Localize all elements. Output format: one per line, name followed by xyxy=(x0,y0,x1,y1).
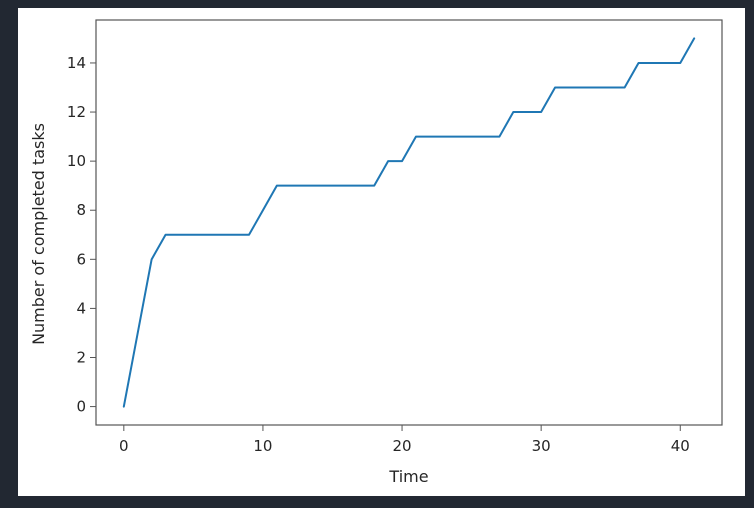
y-tick-label: 2 xyxy=(76,349,86,367)
y-tick-label: 4 xyxy=(76,299,86,317)
y-axis-ticks: 0 2 4 6 8 10 12 14 xyxy=(67,54,96,416)
series-layer xyxy=(122,37,696,408)
y-tick-label: 14 xyxy=(67,54,86,72)
y-tick-label: 0 xyxy=(76,398,86,416)
x-axis-ticks: 0 10 20 30 40 xyxy=(119,425,690,455)
series-line xyxy=(122,37,696,408)
y-tick-label: 6 xyxy=(76,250,86,268)
x-tick-label: 0 xyxy=(119,437,129,455)
y-tick-label: 10 xyxy=(67,152,86,170)
x-tick-label: 20 xyxy=(392,437,411,455)
x-axis-title: Time xyxy=(388,467,428,486)
y-tick-label: 8 xyxy=(76,201,86,219)
y-tick-label: 12 xyxy=(67,103,86,121)
x-tick-label: 10 xyxy=(253,437,272,455)
y-axis-title: Number of completed tasks xyxy=(29,123,48,345)
x-tick-label: 40 xyxy=(671,437,690,455)
x-tick-label: 30 xyxy=(532,437,551,455)
line-chart: 0 10 20 30 40 0 2 4 6 8 10 12 14 Time Number of com… xyxy=(29,19,723,486)
figure-canvas: 0 10 20 30 40 0 2 4 6 8 10 12 14 Time Number of com… xyxy=(18,8,745,496)
